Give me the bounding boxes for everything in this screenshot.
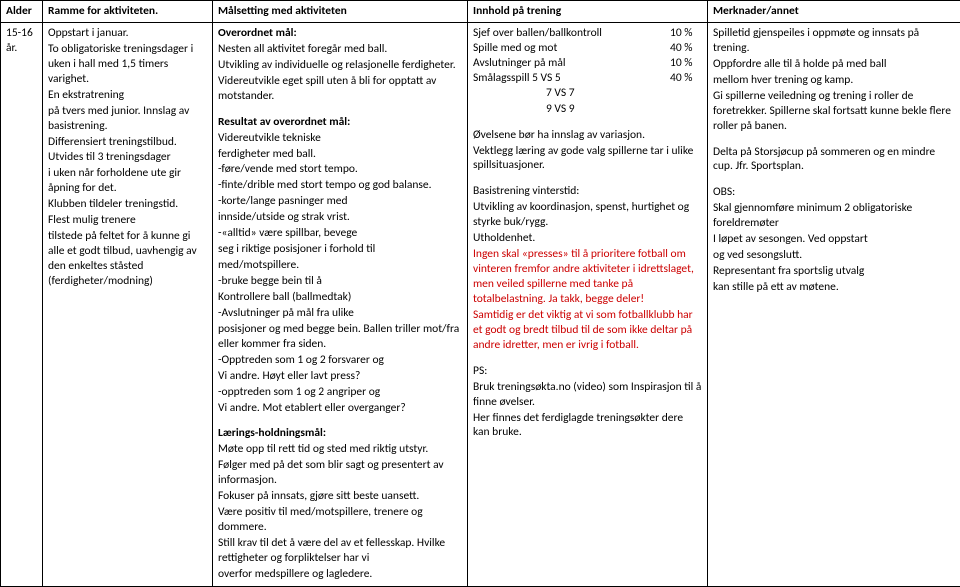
text: I løpet av sesongen. Ved oppstart [713, 232, 955, 247]
text: Oppstart i januar. [48, 26, 207, 41]
text: En ekstratrening [48, 88, 207, 103]
text: med/motspillere. [218, 258, 462, 273]
heading: Lærings-holdningsmål: [218, 426, 462, 441]
pct-value: 40 % [670, 41, 702, 56]
table-row: 15-16 år. Oppstart i januar. To obligato… [1, 22, 960, 586]
text: Nesten all aktivitet foregår med ball. [218, 42, 462, 57]
text: 9 VS 9 [473, 102, 702, 117]
text: Basistrening vinterstid: [473, 184, 702, 199]
obs-label: OBS: [713, 185, 955, 200]
ps-label: PS: [473, 364, 702, 379]
pct-value: 10 % [670, 26, 702, 41]
cell-innhold: Sjef over ballen/ballkontroll 10 % Spill… [468, 22, 708, 586]
header-alder: Alder [1, 1, 43, 23]
text: på tvers med junior. Innslag av basistre… [48, 104, 207, 134]
pct-label: Avslutninger på mål [473, 56, 670, 71]
heading: Overordnet mål: [218, 26, 462, 41]
text: seg i riktige posisjoner i forhold til [218, 242, 462, 257]
text: Vektlegg læring av gode valg spillerne t… [473, 144, 702, 174]
text: Delta på Storsjøcup på sommeren og en mi… [713, 145, 955, 175]
text: og ved sesongslutt. [713, 248, 955, 263]
header-merknader: Merknader/annet [708, 1, 960, 23]
text: -Opptreden som 1 og 2 forsvarer og [218, 353, 462, 368]
heading: Resultat av overordnet mål: [218, 115, 462, 130]
text: kan stille på ett av møtene. [713, 280, 955, 295]
pct-row: Avslutninger på mål 10 % [473, 56, 702, 71]
text: Øvelsene bør ha innslag av variasjon. [473, 128, 702, 143]
text: Spilletid gjenspeiles i oppmøte og innsa… [713, 26, 955, 56]
text: -bruke begge bein til å [218, 274, 462, 289]
header-innhold: Innhold på trening [468, 1, 708, 23]
text: i uken når forholdene ute gir åpning for… [48, 166, 207, 196]
training-plan-table: Alder Ramme for aktiviteten. Målsetting … [0, 0, 960, 587]
red-text: Samtidig er det viktig at vi som fotball… [473, 308, 702, 353]
pct-label: Sjef over ballen/ballkontroll [473, 26, 670, 41]
text: Skal gjennomføre minimum 2 obligatoriske… [713, 201, 955, 231]
text: Møte opp til rett tid og sted med riktig… [218, 442, 462, 457]
pct-label: Smålagsspill 5 VS 5 [473, 71, 670, 86]
text: innside/utside og strak vrist. [218, 210, 462, 225]
text: Representant fra sportslig utvalg [713, 264, 955, 279]
text: Differensiert treningstilbud. [48, 135, 207, 150]
header-ramme: Ramme for aktiviteten. [43, 1, 213, 23]
text: To obligatoriske treningsdager i uken i … [48, 42, 207, 87]
text: Fokuser på innsats, gjøre sitt beste uan… [218, 489, 462, 504]
text: Her finnes det ferdiglagde treningsøkter… [473, 411, 702, 441]
text: Flest mulig trenere [48, 213, 207, 228]
text: Være positiv til med/motspillere, trener… [218, 505, 462, 535]
text: -finte/drible med stort tempo og god bal… [218, 178, 462, 193]
pct-label: Spille med og mot [473, 41, 670, 56]
cell-alder: 15-16 år. [1, 22, 43, 586]
text: 7 VS 7 [473, 86, 702, 101]
text: Oppfordre alle til å holde på med ball [713, 57, 955, 72]
text: posisjoner og med begge bein. Ballen tri… [218, 322, 462, 352]
pct-value: 40 % [670, 71, 702, 86]
text: Bruk treningsøkta.no (video) som Inspira… [473, 380, 702, 410]
text: -«alltid» være spillbar, bevege [218, 226, 462, 241]
pct-value: 10 % [670, 56, 702, 71]
header-mal: Målsetting med aktiviteten [213, 1, 468, 23]
text: Vi andre. Høyt eller lavt press? [218, 369, 462, 384]
pct-row: Sjef over ballen/ballkontroll 10 % [473, 26, 702, 41]
cell-mal: Overordnet mål: Nesten all aktivitet for… [213, 22, 468, 586]
text: mellom hver trening og kamp. [713, 73, 955, 88]
text: overfor medspillere og lagledere. [218, 567, 462, 582]
text: -føre/vende med stort tempo. [218, 162, 462, 177]
text: Utvikling av individuelle og relasjonell… [218, 58, 462, 73]
text: Gi spillerne veiledning og trening i rol… [713, 89, 955, 134]
cell-merknader: Spilletid gjenspeiles i oppmøte og innsa… [708, 22, 960, 586]
text: -korte/lange pasninger med [218, 194, 462, 209]
text: Utholdenhet. [473, 231, 702, 246]
pct-row: Smålagsspill 5 VS 5 40 % [473, 71, 702, 86]
text: Vi andre. Mot etablert eller overganger? [218, 401, 462, 416]
pct-row: Spille med og mot 40 % [473, 41, 702, 56]
cell-ramme: Oppstart i januar. To obligatoriske tren… [43, 22, 213, 586]
red-span: Ja takk, begge deler! [548, 292, 644, 306]
red-text: Ingen skal «presses» til å prioritere fo… [473, 247, 702, 307]
table-header-row: Alder Ramme for aktiviteten. Målsetting … [1, 1, 960, 23]
text: Still krav til det å være del av et fell… [218, 536, 462, 566]
text: Klubben tildeler treningstid. [48, 197, 207, 212]
text: Følger med på det som blir sagt og prese… [218, 458, 462, 488]
text: -opptreden som 1 og 2 angriper og [218, 385, 462, 400]
text: Videreutvikle eget spill uten å bli for … [218, 74, 462, 104]
text: Utvikling av koordinasjon, spenst, hurti… [473, 200, 702, 230]
text: tilstede på feltet for å kunne gi alle e… [48, 229, 207, 289]
text: Kontrollere ball (ballmedtak) [218, 290, 462, 305]
age-text: 15-16 år. [6, 26, 37, 56]
text: Utvides til 3 treningsdager [48, 150, 207, 165]
text: Videreutvikle tekniske [218, 131, 462, 146]
text: -Avslutninger på mål fra ulike [218, 306, 462, 321]
text: ferdigheter med ball. [218, 147, 462, 162]
